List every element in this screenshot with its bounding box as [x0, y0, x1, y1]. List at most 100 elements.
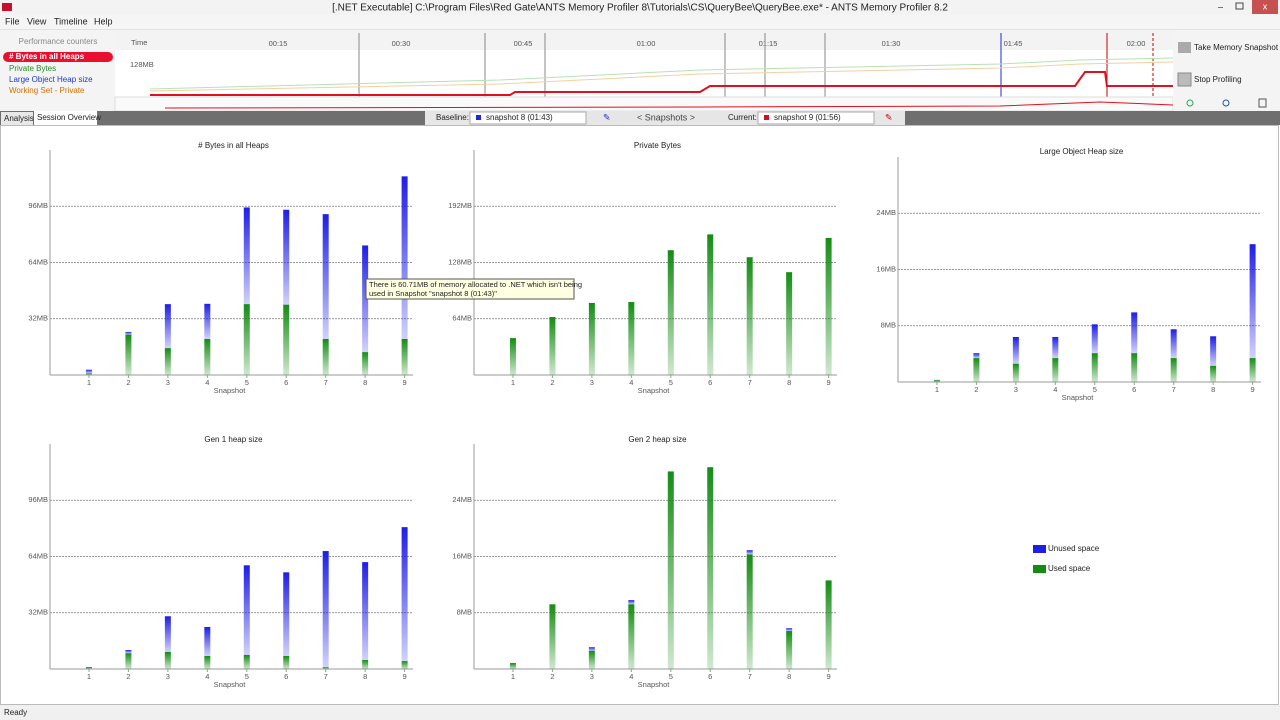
- x-tick-label: 9: [827, 378, 831, 387]
- bar-segment: [549, 316, 556, 375]
- bar-segment: [707, 234, 714, 375]
- maximize-button[interactable]: [1235, 2, 1244, 10]
- minimize-button[interactable]: –: [1218, 1, 1223, 11]
- x-axis-label: Snapshot: [214, 386, 247, 395]
- y-tick-label: 16MB: [452, 551, 472, 560]
- counter-item[interactable]: Private Bytes: [9, 64, 56, 73]
- bar-segment: [973, 353, 980, 359]
- current-value[interactable]: snapshot 9 (01:56): [774, 113, 841, 122]
- bar-segment: [588, 647, 595, 651]
- zoom-out-button[interactable]: [1222, 99, 1230, 107]
- bar-segment: [204, 338, 211, 375]
- bar-segment: [283, 304, 290, 375]
- bar-segment: [243, 654, 250, 669]
- baseline-swatch: [476, 115, 481, 120]
- y-tick-label: 64MB: [28, 551, 48, 560]
- bar-segment: [204, 626, 211, 656]
- x-tick-label: 5: [245, 672, 249, 681]
- time-tick: 01:00: [637, 39, 656, 48]
- chart: Private Bytes 64MB 128MB 192MB 1 2 3 4 5 6 7 8 9 Snap…: [448, 141, 837, 395]
- x-tick-label: 7: [748, 378, 752, 387]
- x-tick-label: 4: [205, 672, 209, 681]
- window-title: [.NET Executable] C:\Program Files\Red G…: [332, 3, 948, 14]
- bar-segment: [1052, 337, 1059, 359]
- y-tick-label: 64MB: [452, 314, 472, 323]
- counters-panel: [0, 30, 115, 112]
- bar-segment: [243, 207, 250, 305]
- bar-segment: [825, 237, 832, 375]
- x-tick-label: 8: [787, 378, 791, 387]
- menu-item[interactable]: File: [5, 16, 20, 26]
- legend-label: Used space: [1048, 564, 1091, 573]
- current-dropdown[interactable]: [757, 111, 875, 125]
- x-tick-label: 8: [363, 378, 367, 387]
- bar-segment: [362, 660, 369, 669]
- tab[interactable]: [1, 112, 33, 125]
- chart: Large Object Heap size 8MB 16MB 24MB 1 2 3 4 5 6 7…: [876, 147, 1261, 402]
- baseline-value[interactable]: snapshot 8 (01:43): [486, 113, 553, 122]
- x-tick-label: 2: [550, 378, 554, 387]
- stop-profiling-button[interactable]: Stop Profiling: [1194, 75, 1242, 84]
- tab-active[interactable]: [34, 111, 97, 125]
- counter-item[interactable]: Working Set - Private: [9, 86, 85, 95]
- zoom-in-button[interactable]: [1186, 99, 1194, 107]
- legend-label: Unused space: [1048, 544, 1100, 553]
- x-tick-label: 8: [1211, 385, 1215, 394]
- bar-segment: [164, 616, 171, 652]
- y-tick-label: 24MB: [876, 208, 896, 217]
- chart-title: # Bytes in all Heaps: [198, 141, 269, 150]
- bar-segment: [1012, 363, 1019, 382]
- tab-label[interactable]: Session Overview: [37, 113, 101, 122]
- x-tick-label: 3: [590, 378, 594, 387]
- bar-segment: [786, 272, 793, 375]
- counter-item[interactable]: Large Object Heap size: [9, 75, 93, 84]
- overview-strip: [114, 96, 1174, 112]
- x-tick-label: 5: [669, 672, 673, 681]
- menu-item[interactable]: Timeline: [54, 16, 88, 26]
- bar-segment: [628, 604, 635, 669]
- bar-segment: [588, 650, 595, 669]
- bar-segment: [588, 302, 595, 375]
- camera-icon: [1178, 42, 1191, 53]
- bar-segment: [401, 527, 408, 662]
- title-bar: [0, 0, 1280, 15]
- bar-segment: [401, 661, 408, 669]
- time-tick: 00:15: [269, 39, 288, 48]
- snapshots-nav[interactable]: < Snapshots >: [637, 112, 695, 122]
- bar-segment: [746, 550, 753, 555]
- x-tick-label: 7: [324, 378, 328, 387]
- status-text: Ready: [4, 708, 27, 717]
- tab-label[interactable]: Analysis: [4, 114, 34, 123]
- bar-segment: [1170, 358, 1177, 382]
- edit-icon[interactable]: ✎: [885, 112, 893, 122]
- bar-segment: [1131, 312, 1138, 354]
- bar-segment: [667, 250, 674, 375]
- x-tick-label: 1: [511, 378, 515, 387]
- bar-segment: [1012, 337, 1019, 364]
- bar-segment: [1249, 358, 1256, 382]
- bar-segment: [933, 379, 940, 382]
- edit-icon[interactable]: ✎: [603, 112, 611, 122]
- bar-segment: [125, 334, 132, 375]
- take-snapshot-button[interactable]: Take Memory Snapshot: [1194, 43, 1279, 52]
- x-tick-label: 9: [827, 672, 831, 681]
- x-tick-label: 3: [166, 672, 170, 681]
- overview-content: [0, 125, 1279, 705]
- x-tick-label: 1: [511, 672, 515, 681]
- x-tick-label: 9: [403, 378, 407, 387]
- menu-bar: [0, 15, 1280, 30]
- bar-segment: [1170, 329, 1177, 359]
- time-header: [115, 30, 1173, 50]
- menu-item[interactable]: Help: [94, 16, 113, 26]
- close-button[interactable]: [1252, 0, 1278, 14]
- baseline-dropdown[interactable]: [469, 111, 587, 125]
- fit-button[interactable]: [1258, 98, 1267, 108]
- bar-segment: [243, 565, 250, 655]
- counter-selected[interactable]: [3, 52, 113, 62]
- legend-swatch: [1033, 545, 1046, 553]
- x-tick-label: 1: [87, 378, 91, 387]
- menu-item[interactable]: View: [27, 16, 47, 26]
- tooltip-text: used in Snapshot "snapshot 8 (01:43)": [369, 289, 497, 298]
- counter-item[interactable]: # Bytes in all Heaps: [9, 52, 85, 61]
